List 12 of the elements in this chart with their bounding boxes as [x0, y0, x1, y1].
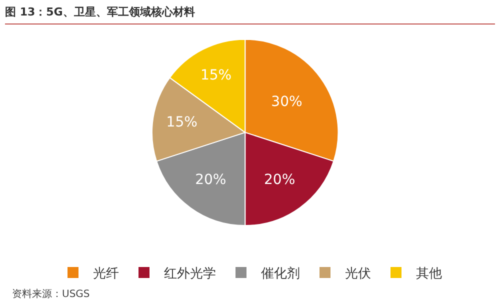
data-label: 30% [271, 94, 302, 110]
data-label: 15% [200, 67, 232, 84]
legend-label: 其他 [416, 266, 442, 282]
legend-label: 催化剂 [261, 266, 300, 282]
chart-title: 图 13：5G、卫星、军工领域核心材料 [5, 5, 195, 18]
data-label: 20% [195, 172, 226, 188]
data-label: 15% [166, 114, 198, 130]
data-label: 20% [264, 172, 296, 188]
legend-label: 光纤 [93, 266, 119, 282]
legend-label: 光伏 [345, 266, 371, 282]
legend-label: 红外光学 [164, 266, 216, 282]
text: 资料来源：USGS [12, 288, 90, 300]
